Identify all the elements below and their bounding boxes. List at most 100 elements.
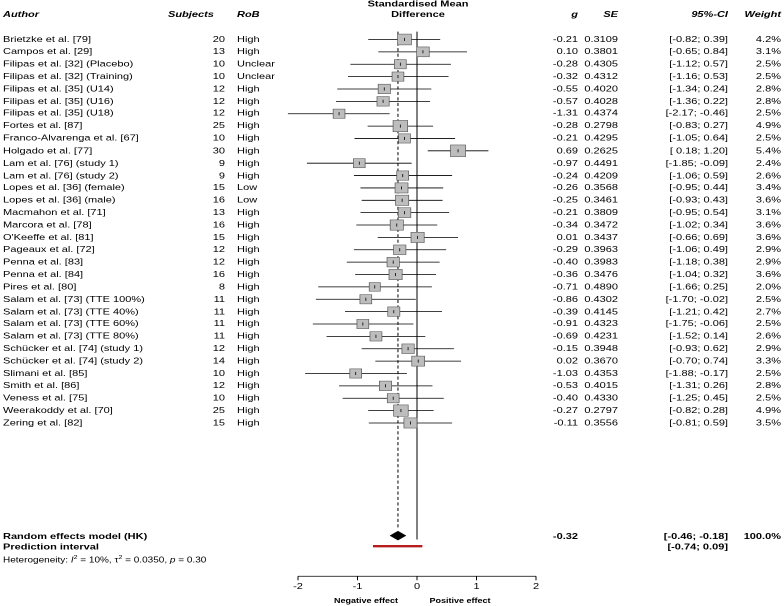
- study-author: Lam et al. [76] (study 2): [3, 170, 119, 181]
- study-weight: 5.4%: [755, 146, 781, 156]
- study-se: 0.4028: [584, 96, 618, 107]
- study-se: 0.4353: [584, 368, 618, 379]
- tau-symbol: τ: [114, 556, 119, 565]
- study-rob: High: [237, 418, 260, 428]
- study-author: Filipas et al. [32] (Training): [3, 71, 133, 82]
- study-rob: High: [237, 220, 260, 230]
- study-author: Filipas et al. [35] (U18): [3, 109, 114, 119]
- summary-weight: 100.0%: [743, 531, 781, 542]
- study-ci: [-0.70; 0.74]: [669, 356, 728, 366]
- study-weight: 2.5%: [755, 368, 781, 379]
- study-subjects: 12: [212, 245, 225, 255]
- study-ci: [-0.81; 0.59]: [669, 418, 728, 428]
- study-author: Weerakoddy et al. [70]: [3, 405, 113, 416]
- study-subjects: 15: [212, 232, 225, 243]
- study-subjects: 14: [212, 356, 225, 366]
- study-weight: 3.3%: [755, 356, 781, 366]
- header-se: SE: [603, 10, 618, 20]
- study-author: Filipas et al. [32] (Placebo): [3, 59, 134, 69]
- study-se: 0.4312: [584, 71, 618, 82]
- study-rob: High: [237, 269, 260, 280]
- study-rob: High: [237, 368, 260, 379]
- study-se: 0.4890: [584, 282, 618, 292]
- study-author: Fortes et al. [87]: [3, 121, 83, 131]
- study-ci: [-1.06; 0.49]: [669, 245, 728, 255]
- study-rob: High: [237, 257, 260, 267]
- study-rob: High: [237, 34, 260, 45]
- study-ci: [-1.04; 0.32]: [669, 269, 728, 280]
- study-ci: [-0.82; 0.28]: [669, 405, 728, 416]
- study-subjects: 12: [212, 109, 225, 119]
- study-ci: [-1.85; -0.09]: [665, 158, 728, 168]
- study-se: 0.4209: [584, 170, 618, 181]
- study-subjects: 10: [212, 71, 225, 82]
- study-ci: [-1.05; 0.64]: [669, 133, 728, 144]
- prediction-interval-bar: [372, 545, 423, 548]
- positive-effect-label: Positive effect: [429, 596, 491, 605]
- study-rob: High: [237, 47, 260, 57]
- study-se: 0.4020: [584, 84, 618, 94]
- study-author: Macmahon et al. [71]: [3, 207, 106, 218]
- study-g: -0.39: [552, 306, 578, 317]
- study-g: -0.97: [552, 158, 578, 168]
- study-author: Slimani et al. [85]: [3, 368, 88, 379]
- study-se: 0.4015: [584, 381, 618, 391]
- study-ci: [-1.25; 0.45]: [669, 393, 728, 403]
- study-g: -0.36: [552, 269, 578, 280]
- header-g: g: [571, 10, 578, 20]
- study-ci: [-1.75; -0.06]: [665, 319, 728, 329]
- study-author: Smith et al. [86]: [3, 381, 80, 391]
- study-weight: 2.4%: [755, 158, 781, 168]
- study-weight: 2.9%: [755, 344, 781, 354]
- study-g: -1.03: [552, 368, 578, 379]
- study-g: -0.55: [552, 84, 578, 94]
- study-weight: 4.9%: [755, 121, 781, 131]
- study-ci: [-1.02; 0.34]: [669, 220, 728, 230]
- study-author: Salam et al. [73] (TTE 80%): [3, 331, 139, 342]
- study-g: -0.26: [552, 183, 578, 193]
- study-author: Salam et al. [73] (TTE 60%): [3, 319, 139, 329]
- summary-ci: [-0.46; -0.18]: [663, 531, 728, 542]
- study-subjects: 9: [218, 158, 225, 168]
- study-weight: 3.1%: [755, 207, 781, 218]
- heterogeneity-prefix: Heterogeneity:: [3, 556, 71, 565]
- study-weight: 2.0%: [755, 282, 781, 292]
- study-rob: High: [237, 282, 260, 292]
- study-ci: [-1.21; 0.42]: [669, 306, 728, 317]
- prediction-label: Prediction interval: [3, 542, 99, 553]
- study-subjects: 9: [218, 170, 225, 181]
- header-smd-line1: Standardised Mean: [367, 0, 469, 9]
- study-ci: [-0.95; 0.44]: [669, 183, 728, 193]
- p-symbol: p: [169, 556, 176, 565]
- study-ci: [-1.16; 0.53]: [669, 71, 728, 82]
- study-g: -0.28: [552, 59, 578, 69]
- study-ci: [-0.65; 0.84]: [669, 47, 728, 57]
- study-subjects: 15: [212, 183, 225, 193]
- study-weight: 2.5%: [755, 319, 781, 329]
- study-g: -0.57: [552, 96, 578, 107]
- study-subjects: 12: [212, 381, 225, 391]
- header-rob: RoB: [237, 10, 260, 20]
- study-g: -1.31: [552, 109, 578, 119]
- study-subjects: 12: [212, 84, 225, 94]
- study-se: 0.4330: [584, 393, 618, 403]
- study-g: -0.34: [552, 220, 578, 230]
- study-weight: 2.5%: [755, 133, 781, 144]
- study-weight: 2.5%: [755, 109, 781, 119]
- study-weight: 3.6%: [755, 232, 781, 243]
- study-subjects: 16: [212, 269, 225, 280]
- header-ci: 95%-CI: [691, 10, 728, 20]
- study-rob: High: [237, 133, 260, 144]
- study-author: Holgado et al. [77]: [3, 146, 93, 156]
- study-se: 0.2625: [584, 146, 618, 156]
- study-se: 0.4302: [584, 294, 618, 304]
- study-weight: 4.9%: [755, 405, 781, 416]
- study-subjects: 13: [212, 47, 225, 57]
- study-weight: 3.1%: [755, 47, 781, 57]
- study-g: 0.01: [556, 232, 578, 243]
- study-ci: [-1.06; 0.59]: [669, 170, 728, 181]
- study-se: 0.4323: [584, 319, 618, 329]
- study-g: -0.53: [552, 381, 578, 391]
- summary-label: Random effects model (HK): [3, 531, 148, 542]
